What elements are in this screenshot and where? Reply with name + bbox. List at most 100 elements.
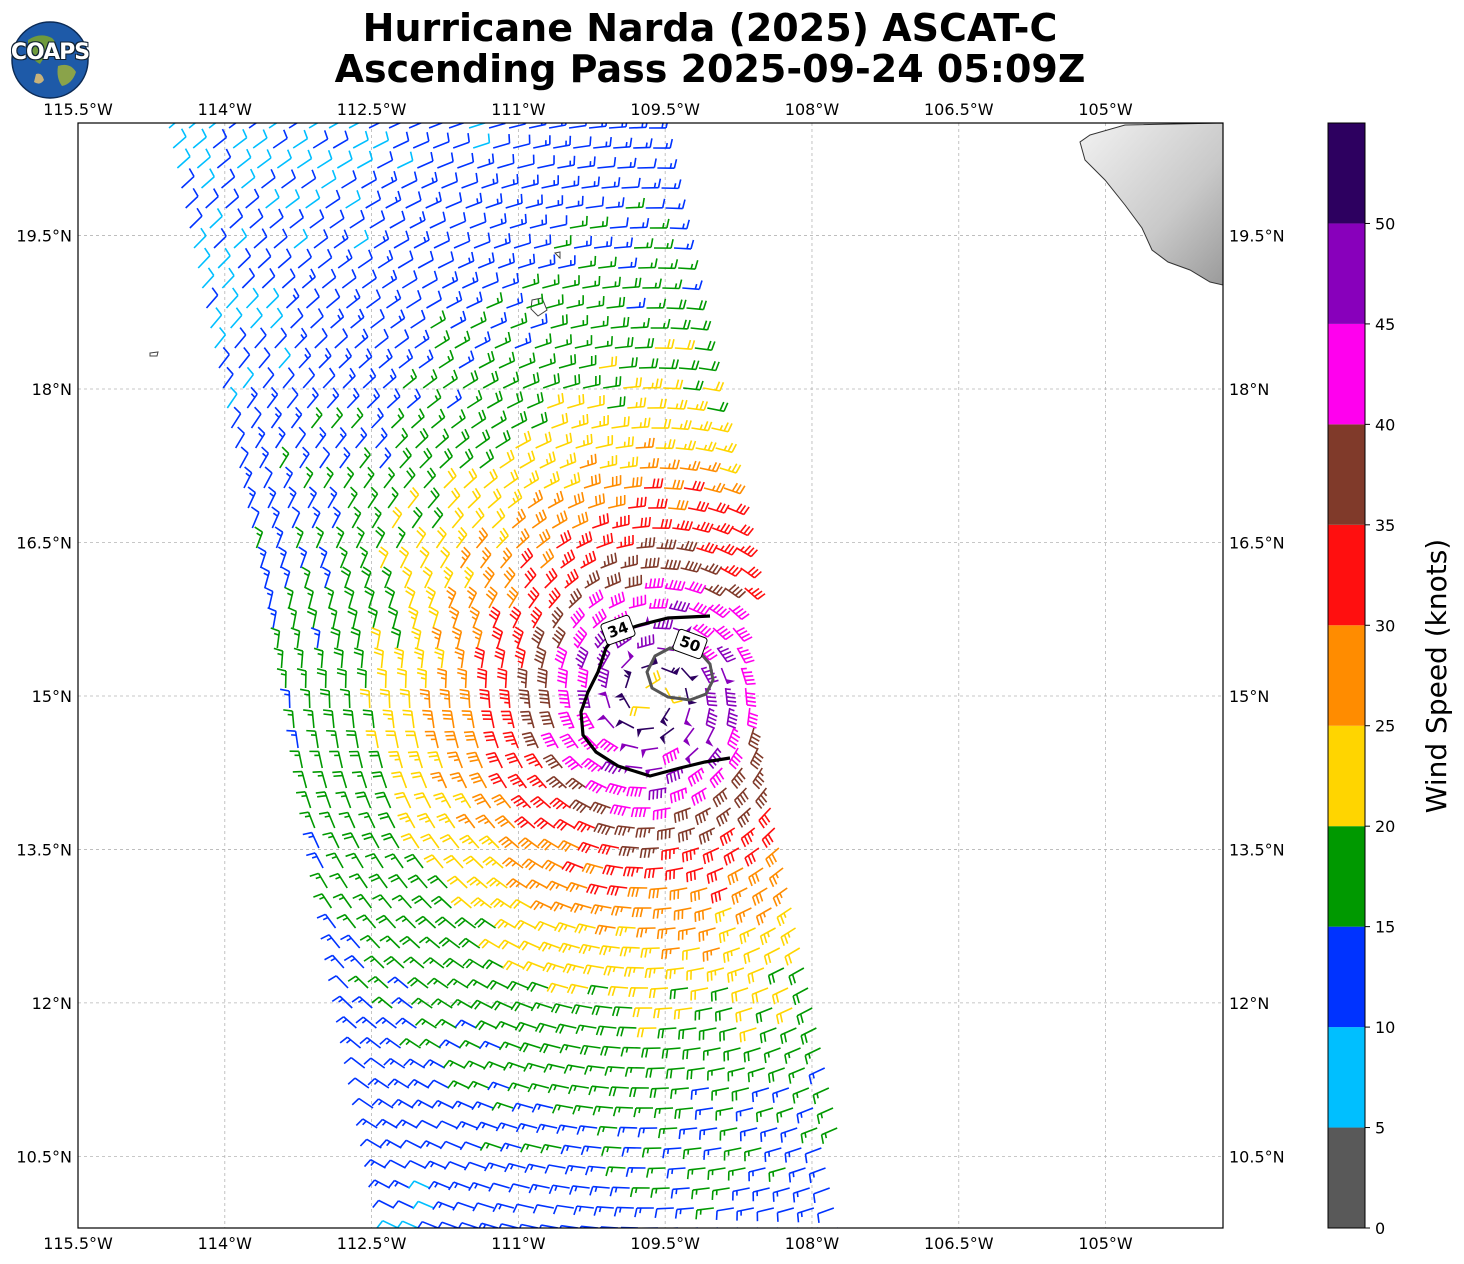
wind-barb	[435, 428, 450, 449]
wind-barb	[584, 1165, 606, 1176]
wind-barb	[383, 1057, 406, 1069]
wind-barb	[200, 168, 215, 189]
wind-barb	[578, 943, 600, 955]
wind-barb	[412, 132, 430, 149]
wind-barb	[616, 534, 634, 549]
wind-barb	[316, 668, 327, 689]
map-gridlines	[78, 123, 1223, 1228]
colorbar-tick-7: 35	[1375, 516, 1395, 535]
wind-barb	[605, 197, 625, 209]
wind-barb	[222, 366, 234, 389]
wind-barb	[430, 771, 448, 789]
wind-barb	[547, 393, 565, 409]
wind-barb	[587, 984, 609, 996]
wind-barb	[210, 307, 223, 329]
wind-barb	[531, 411, 548, 429]
wind-barbs	[168, 123, 838, 1228]
colorbar-bin-10	[1328, 123, 1365, 224]
wind-barb	[561, 175, 580, 189]
wind-barb	[345, 190, 361, 209]
wind-barb	[419, 1038, 441, 1049]
wind-barb	[634, 1207, 654, 1218]
wind-barb	[434, 1018, 457, 1029]
wind-barb	[566, 983, 589, 994]
wind-barb	[482, 959, 505, 970]
wind-barb	[603, 376, 622, 389]
wind-barb	[772, 1087, 790, 1103]
wind-barb	[718, 927, 736, 944]
wind-barb	[542, 754, 563, 769]
wind-barb	[407, 486, 420, 509]
wind-barb	[333, 229, 349, 249]
wind-barb	[383, 1159, 406, 1169]
wind-barb	[417, 250, 434, 269]
wind-barb	[346, 387, 360, 409]
wind-barb	[603, 475, 622, 489]
wind-barb	[565, 777, 587, 790]
wind-barb	[688, 602, 711, 616]
wind-barb	[488, 1182, 510, 1192]
wind-barb	[304, 586, 314, 609]
wind-barb	[450, 998, 473, 1009]
wind-barb	[525, 194, 543, 209]
wind-barb	[363, 1158, 386, 1169]
wind-barb	[593, 1205, 614, 1216]
wind-barb	[381, 269, 398, 289]
wind-barb	[682, 1047, 701, 1060]
wind-barb	[446, 978, 469, 989]
wind-barb	[466, 291, 483, 309]
wind-barb	[523, 1062, 545, 1072]
wind-barb	[466, 389, 483, 409]
wind-barb	[365, 730, 379, 749]
wind-barb	[625, 1167, 646, 1177]
wind-barb	[619, 456, 639, 469]
wind-barb	[639, 847, 659, 859]
wind-barb	[759, 927, 776, 946]
wind-barb	[549, 901, 572, 912]
wind-barb	[422, 566, 433, 589]
wind-barb	[624, 574, 643, 589]
wind-barb	[290, 406, 303, 429]
wind-barb	[559, 452, 577, 469]
wind-barb	[500, 547, 513, 569]
wind-barb	[686, 967, 705, 981]
wind-barb	[352, 130, 369, 149]
wind-barb	[283, 466, 294, 489]
wind-barb	[276, 668, 287, 689]
wind-barb	[583, 473, 601, 489]
wind-barb	[239, 446, 249, 469]
wind-barb	[196, 148, 211, 169]
wind-barb	[670, 1087, 689, 1099]
wind-barb	[720, 667, 736, 685]
wind-barb	[690, 320, 712, 331]
wind-barb	[447, 1080, 470, 1089]
wind-barb	[267, 606, 277, 629]
wind-barb	[418, 936, 441, 949]
wind-barb	[403, 467, 416, 489]
wind-barb	[417, 151, 434, 169]
wind-barb	[449, 606, 460, 629]
wind-barb	[623, 377, 643, 389]
wind-barb	[587, 395, 605, 409]
wind-barb	[339, 1036, 362, 1049]
wind-barb	[561, 755, 583, 771]
wind-barb	[290, 627, 301, 649]
wind-barb	[497, 154, 515, 169]
wind-barb	[333, 647, 344, 669]
wind-barb	[546, 294, 564, 309]
wind-barb	[743, 1047, 761, 1063]
colorbar-bin-5	[1328, 625, 1365, 726]
wind-barb	[282, 367, 295, 389]
wind-barb	[306, 387, 319, 409]
wind-barb	[613, 1206, 634, 1217]
wind-radii-contours: 34 50	[579, 614, 731, 778]
wind-barb	[425, 586, 436, 609]
wind-barb	[510, 1001, 533, 1012]
wind-barb	[646, 1167, 666, 1178]
wind-barb	[459, 688, 471, 709]
colorbar-bin-7	[1328, 424, 1365, 525]
wind-barb	[698, 1027, 717, 1041]
wind-barb	[753, 1227, 758, 1228]
wind-barb	[552, 1204, 574, 1215]
wind-barb	[501, 857, 524, 869]
